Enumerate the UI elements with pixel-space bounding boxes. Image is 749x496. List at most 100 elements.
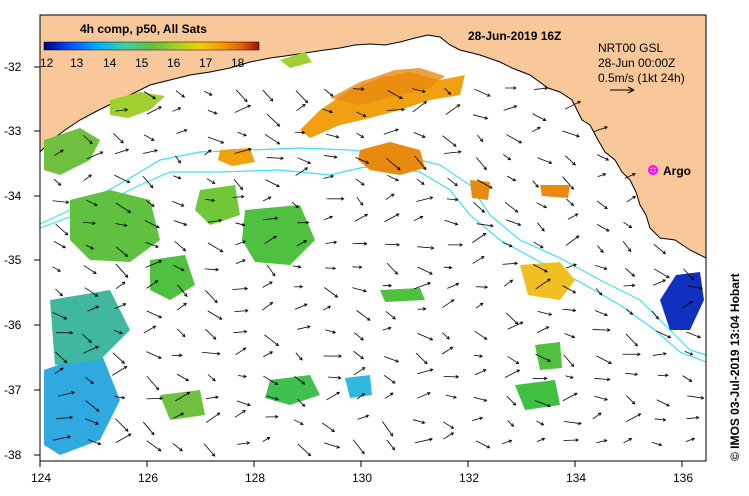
current-arrow (592, 412, 602, 420)
current-arrow (656, 399, 670, 407)
current-arrow-head (666, 274, 670, 279)
current-arrow-head (629, 311, 634, 315)
current-arrow (597, 154, 609, 161)
current-arrow (146, 280, 158, 289)
current-arrow (417, 246, 434, 249)
current-arrow-head (573, 263, 577, 267)
current-arrow (297, 326, 311, 330)
current-arrow-head (662, 279, 667, 283)
current-arrow-head (301, 103, 306, 108)
current-arrow (443, 266, 452, 269)
current-arrow (385, 243, 400, 246)
current-arrow-head (335, 135, 340, 139)
current-arrow (322, 108, 333, 113)
current-arrow-head (88, 339, 92, 343)
current-arrow-head (360, 134, 365, 138)
current-arrow-head (429, 337, 434, 341)
current-arrow (176, 129, 187, 134)
current-arrow (385, 311, 396, 320)
current-arrow-head (483, 336, 488, 340)
current-arrow (625, 333, 638, 347)
current-arrow (174, 240, 186, 252)
current-arrow-head (394, 271, 399, 275)
current-arrow-head (93, 270, 97, 275)
current-arrow (596, 200, 608, 209)
current-arrow-head (330, 174, 335, 179)
current-arrow-head (537, 126, 541, 131)
argo-float-marker[interactable] (648, 165, 658, 175)
current-arrow (443, 421, 454, 429)
current-arrow-head (482, 232, 487, 237)
current-arrow-head (99, 151, 104, 155)
current-arrow (207, 109, 217, 115)
current-arrow (595, 265, 607, 270)
current-arrow (352, 242, 367, 245)
current-arrow (595, 288, 603, 296)
current-arrow-head (574, 213, 579, 217)
current-arrow-head (275, 397, 279, 401)
current-arrow-head (575, 438, 580, 442)
current-arrow (235, 222, 245, 226)
current-arrow (442, 299, 455, 308)
plot-frame (39, 14, 707, 462)
current-arrow-head (212, 336, 217, 340)
x-tick-label: 132 (459, 471, 479, 485)
current-arrow (233, 331, 247, 334)
current-arrow-head (489, 185, 493, 189)
current-arrow-head (333, 240, 338, 245)
current-arrow-head (303, 240, 308, 244)
current-source: NRT00 GSL (598, 41, 663, 55)
current-arrow (146, 106, 162, 115)
current-arrow-head (218, 218, 223, 223)
current-arrow-head (340, 197, 345, 201)
current-arrow (445, 104, 460, 115)
current-arrow (687, 395, 704, 399)
current-arrow-head (541, 227, 545, 232)
current-arrow-head (122, 303, 127, 307)
current-arrow (384, 213, 400, 223)
current-arrow-head (483, 166, 487, 171)
current-arrow-head (95, 305, 100, 309)
current-arrow-head (507, 156, 512, 161)
current-arrow-head (272, 272, 276, 277)
current-arrow (684, 350, 693, 356)
current-arrow (387, 89, 403, 99)
current-arrow-head (632, 195, 637, 200)
current-arrow (233, 179, 243, 190)
current-arrow-head (150, 431, 155, 436)
current-arrow-head (514, 261, 519, 266)
current-arrow-head (90, 380, 94, 385)
current-arrow-head (454, 182, 458, 187)
current-arrow-head (513, 105, 518, 109)
current-arrow (443, 432, 454, 440)
current-arrow (594, 395, 608, 401)
current-arrow (447, 177, 458, 186)
current-arrow (474, 354, 483, 357)
current-arrow-head (607, 328, 611, 332)
current-arrow-head (422, 89, 426, 93)
current-arrow-head (152, 95, 157, 100)
current-arrow-head (304, 99, 309, 104)
current-arrow-head (127, 209, 132, 213)
x-tick-label: 136 (673, 471, 693, 485)
current-arrow-head (93, 202, 98, 206)
current-arrow (321, 422, 335, 432)
current-arrow (52, 266, 61, 272)
current-arrow-head (454, 197, 459, 202)
current-arrow-head (421, 420, 426, 424)
current-arrow-head (605, 228, 610, 232)
current-arrow (444, 151, 461, 154)
current-arrow (144, 220, 160, 229)
current-arrow-head (540, 422, 545, 426)
current-arrow (262, 437, 270, 442)
current-arrow (622, 240, 632, 252)
current-arrow-head (662, 250, 666, 255)
current-arrow-head (484, 116, 489, 120)
current-arrow (565, 235, 580, 246)
current-arrow (656, 330, 671, 338)
current-arrow (114, 396, 125, 399)
current-arrow (113, 133, 124, 144)
current-arrow-head (59, 292, 63, 297)
current-arrow-head (244, 286, 249, 291)
current-arrow (292, 265, 301, 268)
